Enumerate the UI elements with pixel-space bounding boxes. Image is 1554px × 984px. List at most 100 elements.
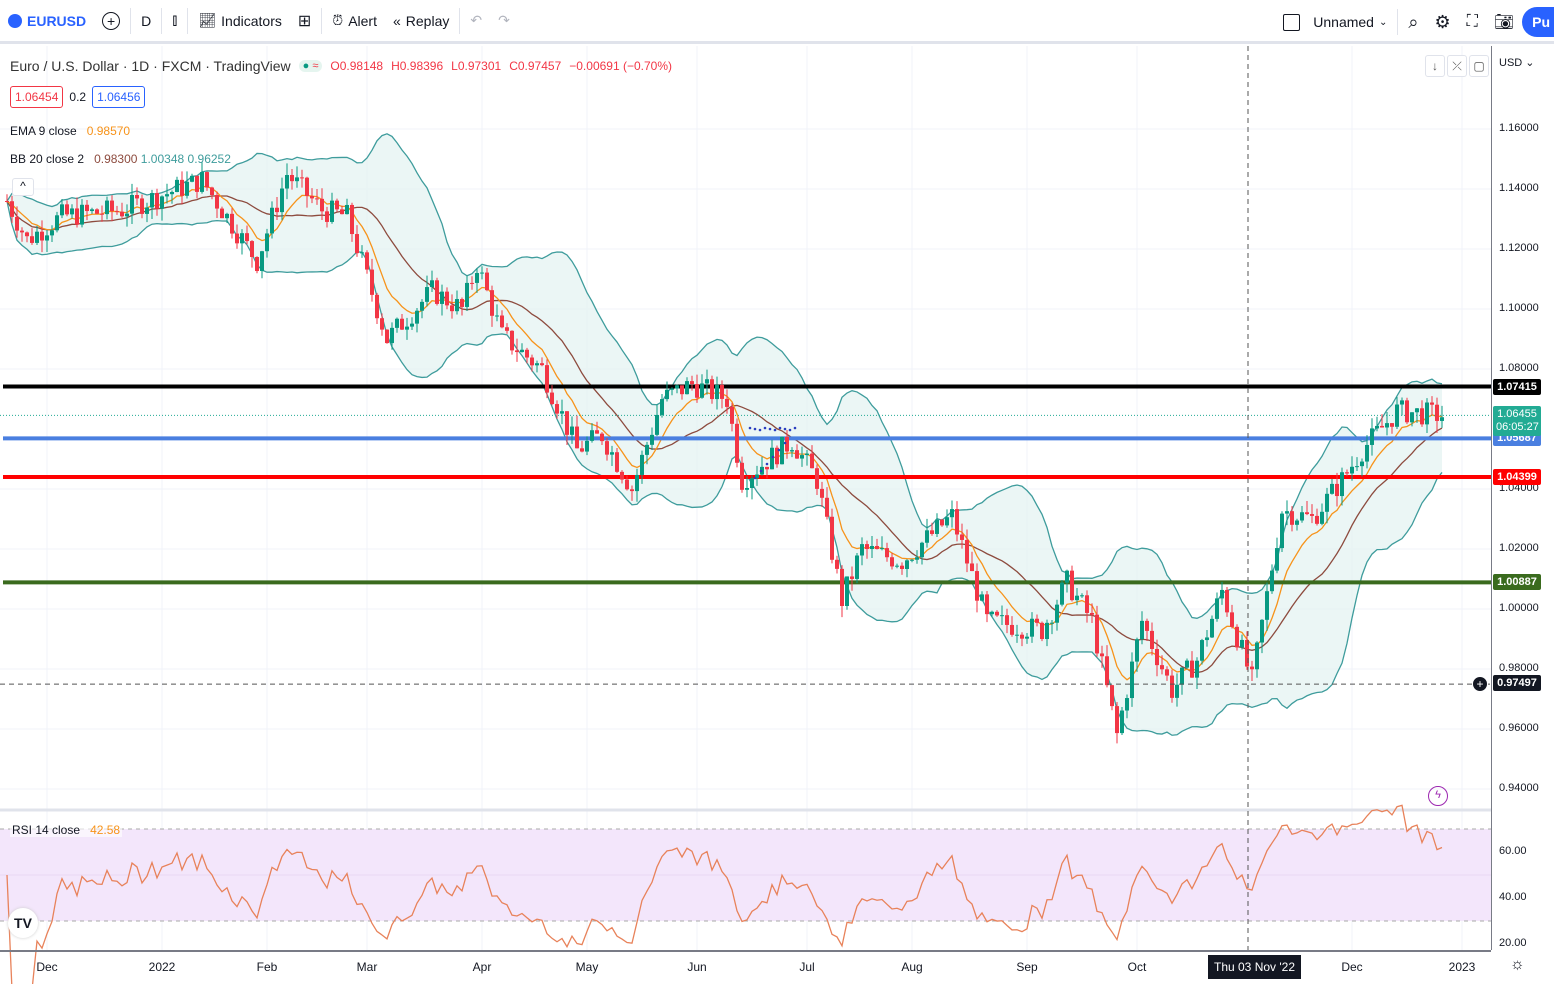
candle-body bbox=[1085, 595, 1089, 613]
candle-body bbox=[840, 568, 844, 607]
indicators-button[interactable]: 📈︎ Indicators bbox=[190, 5, 289, 37]
symbol-search-button[interactable]: EURUSD bbox=[0, 5, 94, 37]
candle-body bbox=[310, 196, 314, 199]
chart-type-button[interactable]: ⫾ bbox=[164, 5, 185, 37]
candle bbox=[1410, 412, 1414, 427]
candle bbox=[450, 294, 454, 319]
price-tick-label: 1.12000 bbox=[1499, 242, 1539, 254]
candle-body bbox=[735, 423, 739, 463]
candle-body bbox=[1100, 653, 1104, 657]
scroll-to-latest-button[interactable]: ↓ bbox=[1425, 55, 1445, 77]
candle-body bbox=[1095, 614, 1099, 654]
collapse-legend-button[interactable]: ^ bbox=[12, 178, 34, 196]
candle-body bbox=[525, 349, 529, 358]
replay-button[interactable]: «Replay bbox=[385, 5, 457, 37]
add-alert-plus-button[interactable]: + bbox=[1472, 676, 1488, 693]
candle-body bbox=[985, 594, 989, 615]
candle-body bbox=[500, 315, 504, 328]
currency-selector[interactable]: USD ⌄ bbox=[1499, 57, 1535, 69]
candle bbox=[1300, 506, 1304, 523]
fullscreen-icon: ⛶ bbox=[1466, 13, 1478, 30]
buy-button[interactable]: 1.06456 bbox=[92, 86, 146, 108]
time-tick-label: 2023 bbox=[1448, 960, 1476, 974]
settings-button[interactable]: ⚙ bbox=[1426, 6, 1458, 38]
level-price-tag: 1.04399 bbox=[1493, 469, 1541, 486]
axis-settings-button[interactable]: ☼ bbox=[1510, 956, 1525, 974]
compare-button[interactable]: + bbox=[94, 5, 128, 37]
sell-button[interactable]: 1.06454 bbox=[10, 86, 64, 108]
candle-body bbox=[165, 194, 169, 197]
candle bbox=[385, 329, 389, 344]
candle bbox=[635, 468, 639, 502]
price-chart[interactable] bbox=[0, 46, 1491, 984]
price-tick-label: 0.98000 bbox=[1499, 662, 1539, 674]
candle-body bbox=[1115, 706, 1119, 734]
search-button[interactable]: ⌕ bbox=[1400, 6, 1426, 38]
candle bbox=[650, 427, 654, 451]
snapshot-button[interactable]: 📷︎ bbox=[1486, 6, 1522, 38]
candle-body bbox=[1265, 591, 1269, 620]
bb-legend[interactable]: BB 20 close 2 0.98300 1.00348 0.96252 bbox=[10, 152, 231, 166]
candle-body bbox=[805, 453, 809, 456]
alert-button[interactable]: ⏰︎ Alert bbox=[324, 5, 385, 37]
price-axis[interactable] bbox=[1491, 46, 1554, 950]
templates-button[interactable]: ⊞ bbox=[290, 5, 319, 37]
maximize-pane-button[interactable]: ▢ bbox=[1469, 55, 1489, 77]
candle-body bbox=[110, 200, 114, 212]
candle bbox=[255, 256, 259, 274]
rsi-legend[interactable]: RSI 14 close 42.58 bbox=[10, 823, 123, 837]
candle bbox=[855, 552, 859, 584]
candle bbox=[690, 375, 694, 391]
candle-body bbox=[180, 179, 184, 196]
candle-body bbox=[125, 213, 129, 217]
crosshair-price-tag: 0.97497 bbox=[1493, 675, 1541, 692]
candle-body bbox=[670, 388, 674, 390]
candle-body bbox=[135, 195, 139, 199]
candle bbox=[1335, 472, 1339, 507]
candle-body bbox=[950, 509, 954, 518]
candle bbox=[95, 208, 99, 215]
tradingview-logo[interactable]: TV bbox=[8, 908, 38, 938]
candle-body bbox=[1305, 512, 1309, 515]
candle bbox=[365, 250, 369, 274]
time-tick-label: Dec bbox=[36, 960, 58, 974]
candle-body bbox=[745, 488, 749, 490]
candle bbox=[770, 439, 774, 470]
candle-body bbox=[1125, 698, 1129, 711]
ema-legend[interactable]: EMA 9 close 0.98570 bbox=[10, 124, 130, 138]
redo-button[interactable]: ↷ bbox=[490, 5, 518, 37]
candle-body bbox=[1215, 598, 1219, 619]
time-tick-label: Mar bbox=[356, 960, 378, 974]
candle-body bbox=[185, 181, 189, 196]
undo-button[interactable]: ↶ bbox=[462, 5, 490, 37]
candle bbox=[895, 563, 899, 569]
price-tick-label: 1.08000 bbox=[1499, 362, 1539, 374]
collapse-pane-button[interactable]: ⤫ bbox=[1447, 55, 1467, 77]
layout-button[interactable]: Unnamed ⌄ bbox=[1275, 6, 1395, 38]
level-price-tag: 1.07415 bbox=[1493, 378, 1541, 395]
candle-body bbox=[1185, 660, 1189, 668]
candle bbox=[1110, 684, 1114, 711]
lightning-icon[interactable]: ϟ bbox=[1428, 786, 1448, 806]
fullscreen-button[interactable]: ⛶ bbox=[1459, 6, 1486, 38]
interval-button[interactable]: D bbox=[133, 5, 159, 37]
candle bbox=[1005, 608, 1009, 634]
candle-body bbox=[1245, 639, 1249, 667]
bollinger-upper-line bbox=[6, 133, 1443, 619]
candle-body bbox=[560, 411, 564, 414]
time-axis[interactable]: Dec 2022 Feb Mar Apr May Jun Jul Aug Sep Oct Dec 202… bbox=[0, 950, 1491, 984]
time-tick-label: 2022 bbox=[148, 960, 176, 974]
candle-body bbox=[520, 349, 524, 353]
candle-body bbox=[40, 231, 44, 241]
candle-body bbox=[250, 241, 254, 258]
candle-body bbox=[260, 251, 264, 272]
candle-body bbox=[675, 385, 679, 389]
candle bbox=[800, 446, 804, 467]
candle bbox=[55, 211, 59, 233]
candle-body bbox=[1070, 570, 1074, 601]
candle bbox=[700, 374, 704, 399]
candle-body bbox=[835, 559, 839, 569]
publish-button[interactable]: Pu bbox=[1522, 7, 1554, 37]
candle bbox=[910, 558, 914, 563]
candle-body bbox=[35, 231, 39, 243]
